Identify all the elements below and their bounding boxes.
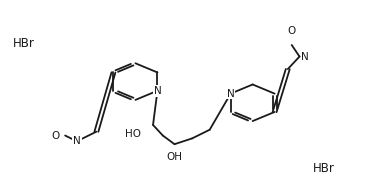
Text: N: N bbox=[154, 86, 162, 96]
Text: O: O bbox=[51, 131, 59, 140]
Text: O: O bbox=[288, 26, 296, 36]
Text: N: N bbox=[73, 136, 81, 146]
Text: HBr: HBr bbox=[313, 162, 335, 175]
Text: HO: HO bbox=[125, 129, 141, 139]
Text: N: N bbox=[227, 89, 234, 99]
Text: OH: OH bbox=[167, 152, 183, 162]
Text: HBr: HBr bbox=[13, 36, 34, 50]
Text: N: N bbox=[301, 52, 309, 61]
